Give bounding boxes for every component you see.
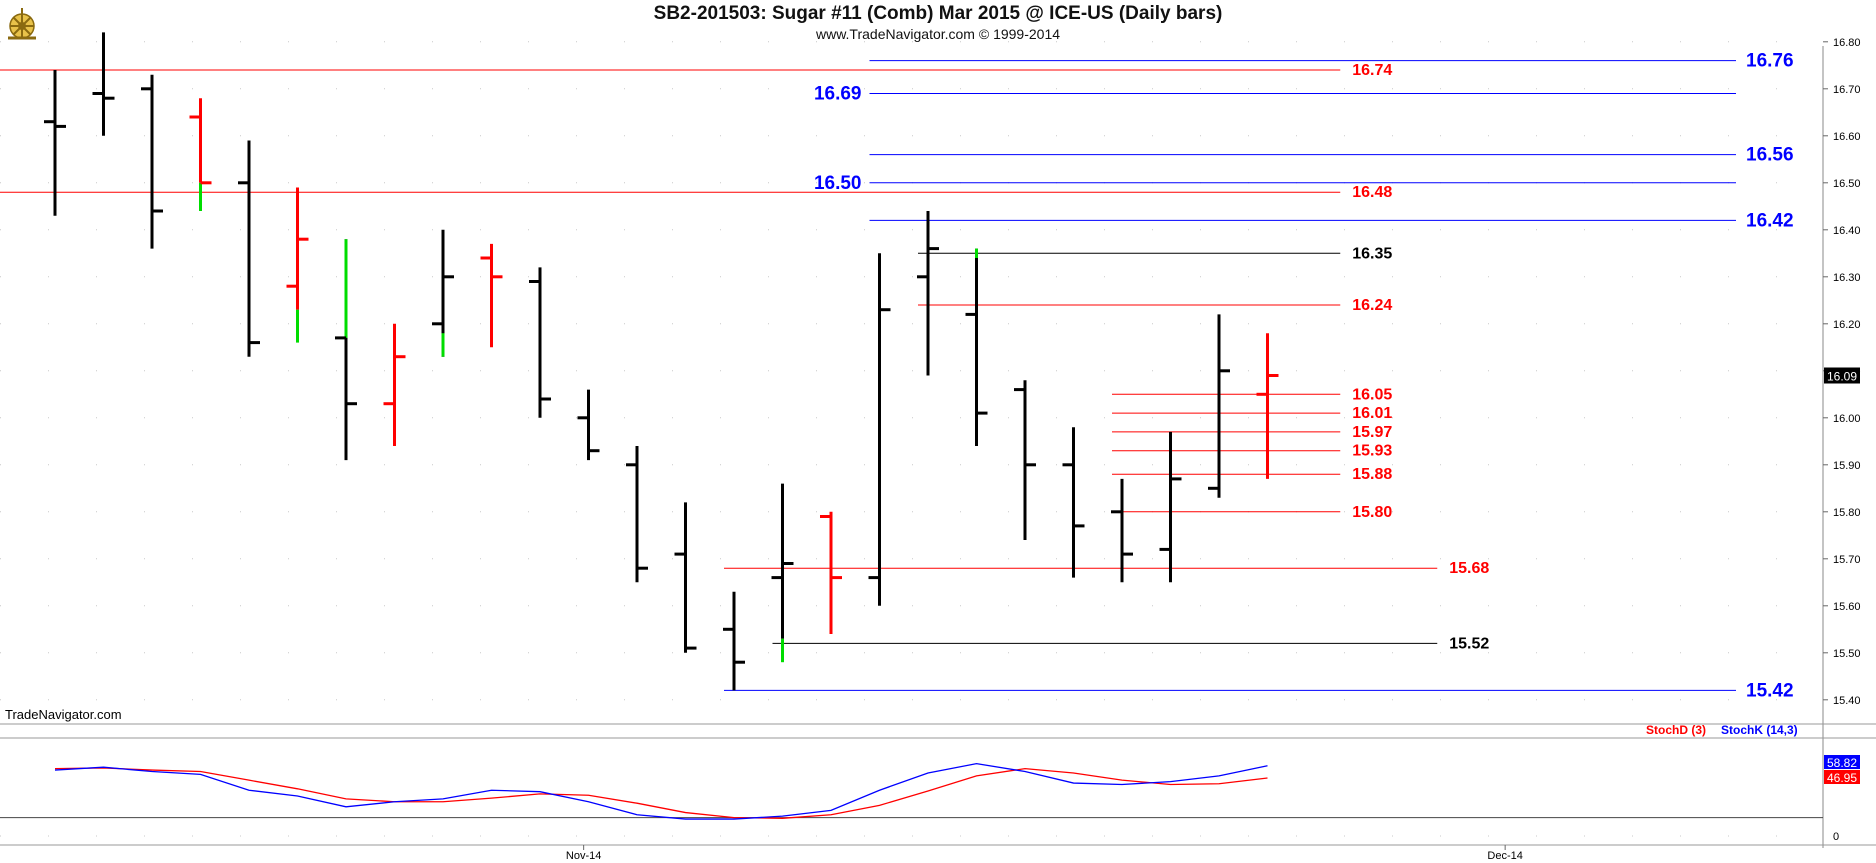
tradenavigator-logo-icon: [8, 8, 36, 40]
ohlc-bar: [577, 389, 600, 461]
y-tick-label: 16.30: [1833, 272, 1861, 284]
stoch-series-line: [54, 762, 1268, 820]
y-tick-label: 16.80: [1833, 37, 1861, 49]
ohlc-bar: [1111, 478, 1133, 583]
level-label: 16.42: [1746, 210, 1794, 231]
ohlc-bar: [723, 591, 745, 691]
right-axis-background: [1823, 46, 1876, 846]
last-price-label: 16.09: [1827, 370, 1857, 384]
ohlc-bar: [1014, 380, 1036, 540]
level-label: 16.76: [1746, 51, 1794, 72]
ohlc-bar: [1208, 314, 1230, 498]
level-label: 15.97: [1352, 424, 1392, 441]
level-label: 16.50: [814, 173, 862, 194]
level-label: 16.35: [1352, 245, 1392, 262]
ohlc-bar: [674, 502, 697, 653]
ohlc-bar: [1159, 431, 1182, 583]
ohlc-bar: [44, 70, 66, 216]
ohlc-bar: [480, 243, 503, 348]
stoch-d-last-label: 46.95: [1827, 771, 1857, 785]
level-label: 15.88: [1352, 466, 1392, 483]
chart-header: SB2-201503: Sugar #11 (Comb) Mar 2015 @ …: [0, 0, 1876, 46]
level-label: 16.48: [1352, 184, 1392, 201]
y-tick-label: 15.80: [1833, 507, 1861, 519]
level-label: 16.24: [1352, 297, 1392, 314]
y-tick-label: 16.70: [1833, 84, 1861, 96]
watermark-text: TradeNavigator.com: [5, 707, 122, 722]
price-panel: 16.8016.7016.6016.5016.4016.3016.2016.10…: [0, 32, 1876, 848]
ohlc-bar: [917, 211, 939, 376]
ohlc-bar: [286, 187, 309, 343]
y-tick-label: 15.40: [1833, 695, 1861, 707]
x-axis: Nov-14 Dec-14: [0, 844, 1876, 862]
ohlc-bar: [820, 511, 842, 634]
level-label: 15.93: [1352, 443, 1392, 460]
y-tick-label: 16.40: [1833, 225, 1861, 237]
ohlc-bar: [529, 267, 551, 418]
chart-title: SB2-201503: Sugar #11 (Comb) Mar 2015 @ …: [653, 3, 1223, 24]
stoch-legend-d: StochD (3): [1646, 723, 1706, 737]
y-tick-label: 16.00: [1833, 413, 1861, 425]
ohlc-bar: [965, 248, 988, 446]
stoch-y-tick-label: 0: [1833, 831, 1839, 843]
stoch-series-line: [54, 767, 1268, 819]
level-label: 16.69: [814, 84, 862, 105]
ohlc-bar: [335, 239, 357, 461]
ohlc-bar: [189, 98, 212, 211]
ohlc-bar: [771, 483, 794, 663]
level-label: 15.42: [1746, 680, 1794, 701]
ohlc-bar: [141, 74, 163, 249]
ohlc-bar: [1062, 427, 1085, 578]
level-label: 16.56: [1746, 145, 1794, 166]
chart-subtitle: www.TradeNavigator.com © 1999-2014: [815, 26, 1061, 42]
y-tick-label: 16.50: [1833, 178, 1861, 190]
x-tick-label: Nov-14: [566, 850, 601, 862]
y-tick-label: 15.90: [1833, 460, 1861, 472]
level-label: 15.80: [1352, 504, 1392, 521]
price-plot-background: [0, 46, 1823, 723]
level-label: 16.74: [1352, 62, 1392, 79]
stoch-legend-k: StochK (14,3): [1721, 723, 1798, 737]
stoch-k-last-label: 58.82: [1827, 756, 1857, 770]
level-label: 15.68: [1449, 560, 1489, 577]
y-tick-label: 15.50: [1833, 648, 1861, 660]
ohlc-bar: [432, 229, 454, 357]
ohlc-bar: [626, 446, 648, 583]
ohlc-bar: [868, 253, 891, 606]
ohlc-bar: [1256, 333, 1279, 479]
y-tick-label: 16.20: [1833, 319, 1861, 331]
level-label: 16.05: [1352, 386, 1392, 403]
level-label: 15.52: [1449, 635, 1489, 652]
level-label: 16.01: [1352, 405, 1392, 422]
y-tick-label: 15.70: [1833, 554, 1861, 566]
last-price-box: [1824, 367, 1860, 384]
ohlc-bar: [383, 323, 406, 446]
y-tick-label: 16.60: [1833, 131, 1861, 143]
y-tick-label: 15.60: [1833, 601, 1861, 613]
stoch-d-last-box: [1824, 770, 1860, 784]
ohlc-bar: [238, 140, 260, 357]
stoch-k-last-box: [1824, 755, 1860, 769]
ohlc-bar: [92, 32, 115, 136]
x-tick-label: Dec-14: [1487, 850, 1522, 862]
